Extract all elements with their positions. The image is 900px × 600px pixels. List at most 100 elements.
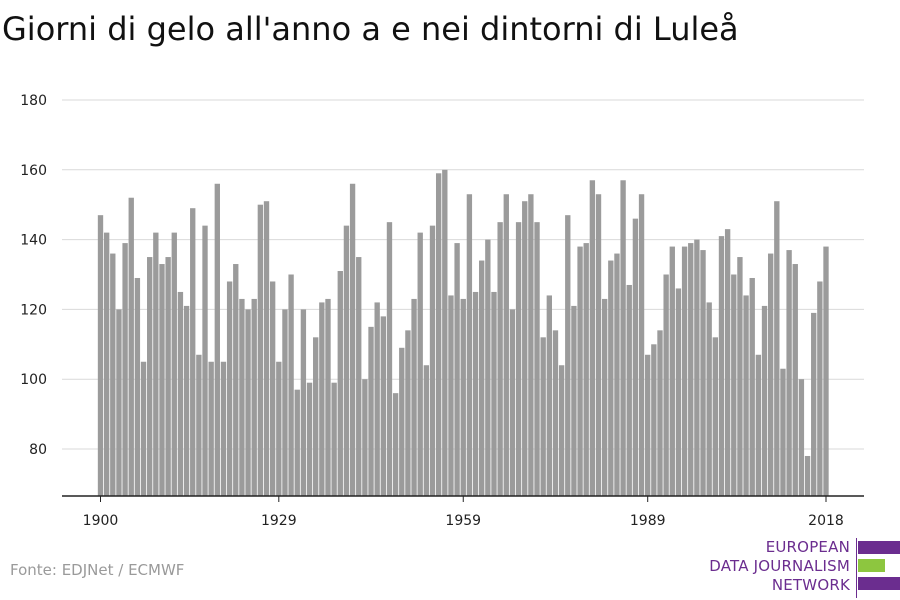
bar-1970 xyxy=(528,194,534,497)
x-tick-label: 1900 xyxy=(83,513,119,529)
bar-1910 xyxy=(159,264,165,496)
bar-1923 xyxy=(239,298,245,496)
bar-2001 xyxy=(718,236,725,497)
bar-1985 xyxy=(620,180,626,496)
bar-1963 xyxy=(485,239,491,496)
bar-2005 xyxy=(743,295,749,496)
x-tick-label: 1929 xyxy=(261,513,297,529)
bar-1917 xyxy=(202,225,208,496)
bar-1961 xyxy=(472,291,479,496)
bar-1979 xyxy=(583,243,589,496)
bar-1996 xyxy=(688,243,694,496)
bar-1955 xyxy=(435,173,442,497)
bar-1931 xyxy=(288,274,294,496)
bar-1964 xyxy=(491,291,497,496)
bar-1929 xyxy=(276,361,282,496)
bar-1922 xyxy=(233,264,239,496)
bar-1941 xyxy=(349,183,356,496)
bar-1960 xyxy=(466,194,473,497)
bar-1991 xyxy=(657,330,663,496)
bar-1975 xyxy=(558,365,565,496)
bar-1999 xyxy=(706,302,712,496)
bar-2011 xyxy=(780,368,786,496)
bar-1908 xyxy=(147,257,153,496)
bar-1990 xyxy=(651,344,657,496)
bar-1988 xyxy=(638,194,645,497)
bar-1905 xyxy=(128,197,134,496)
bar-1947 xyxy=(386,222,393,496)
bar-1913 xyxy=(177,291,184,496)
bar-1983 xyxy=(608,260,614,496)
logo-bar-top xyxy=(858,541,900,554)
bar-1958 xyxy=(454,243,460,496)
bar-2008 xyxy=(761,305,768,496)
bar-1902 xyxy=(110,253,116,496)
bar-1957 xyxy=(448,295,454,496)
bar-2018 xyxy=(823,246,829,496)
bar-1980 xyxy=(589,180,596,496)
bar-1954 xyxy=(429,225,436,496)
bar-1901 xyxy=(103,232,110,496)
bar-2002 xyxy=(724,229,731,496)
bar-1997 xyxy=(694,239,700,496)
bar-1938 xyxy=(331,382,337,496)
bar-1994 xyxy=(675,288,682,496)
bar-1968 xyxy=(515,222,522,496)
bar-2007 xyxy=(755,354,762,496)
y-tick-label: 140 xyxy=(20,233,47,249)
bar-1972 xyxy=(540,337,546,496)
bar-1915 xyxy=(190,208,196,496)
bar-1965 xyxy=(497,222,503,496)
bar-1998 xyxy=(700,250,706,496)
bar-1927 xyxy=(263,201,270,496)
edjnet-logo: EUROPEAN DATA JOURNALISM NETWORK xyxy=(700,538,900,598)
x-tick-label: 1989 xyxy=(630,513,666,529)
bar-1909 xyxy=(153,232,159,496)
logo-bar-bottom xyxy=(858,577,900,590)
bar-2004 xyxy=(737,257,743,496)
bar-1935 xyxy=(313,337,319,496)
bar-1906 xyxy=(134,277,141,496)
bar-1951 xyxy=(411,298,417,496)
x-tick-label: 1959 xyxy=(445,513,481,529)
bar-1907 xyxy=(140,361,147,496)
bar-1921 xyxy=(226,281,233,496)
bar-1936 xyxy=(319,302,325,496)
bar-1973 xyxy=(546,295,553,496)
bar-1924 xyxy=(245,309,251,496)
bar-2003 xyxy=(731,274,737,496)
bar-1978 xyxy=(577,246,583,496)
bar-2009 xyxy=(767,253,774,496)
bar-1981 xyxy=(595,194,602,497)
bar-1928 xyxy=(269,281,276,496)
bar-1976 xyxy=(565,215,571,497)
bar-2014 xyxy=(798,379,805,496)
bar-2013 xyxy=(792,264,798,496)
bar-1926 xyxy=(257,204,264,496)
bar-1959 xyxy=(460,298,466,496)
bar-1993 xyxy=(669,246,675,496)
logo-text: EUROPEAN DATA JOURNALISM NETWORK xyxy=(709,538,850,595)
bar-1918 xyxy=(208,361,214,496)
bar-1904 xyxy=(122,243,128,496)
bar-1943 xyxy=(362,379,368,496)
logo-rule xyxy=(856,538,857,598)
bar-1940 xyxy=(343,225,350,496)
source-note: Fonte: EDJNet / ECMWF xyxy=(10,561,185,579)
bar-1966 xyxy=(503,194,509,497)
bar-2010 xyxy=(774,201,780,496)
y-tick-label: 160 xyxy=(20,163,47,179)
bar-1911 xyxy=(165,257,171,496)
logo-line-1: EUROPEAN xyxy=(765,538,850,556)
bar-1939 xyxy=(337,271,343,496)
bar-2015 xyxy=(804,455,811,496)
bar-1903 xyxy=(116,309,122,496)
bar-1953 xyxy=(423,365,430,496)
bar-1948 xyxy=(392,393,399,496)
bar-1944 xyxy=(368,326,374,496)
y-tick-label: 100 xyxy=(20,372,47,388)
bar-1945 xyxy=(374,302,380,496)
bar-1956 xyxy=(442,169,448,497)
bar-1952 xyxy=(417,232,423,496)
logo-bar-middle xyxy=(858,559,885,572)
